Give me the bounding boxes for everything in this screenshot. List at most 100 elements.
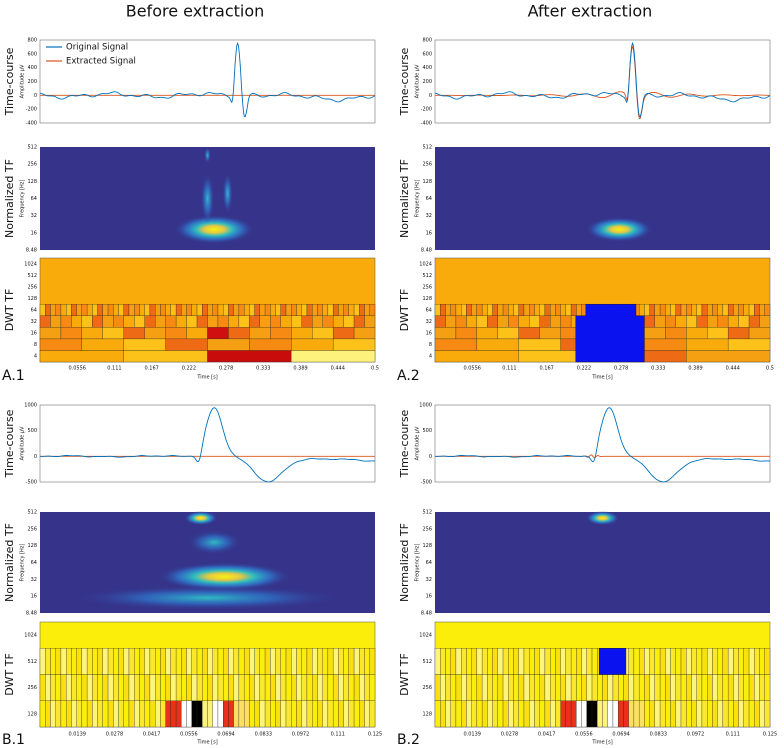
dwt-cell bbox=[228, 315, 240, 328]
dwt-cell bbox=[534, 648, 540, 675]
dwt-cell bbox=[296, 648, 302, 675]
dwt-cell bbox=[45, 674, 51, 701]
dwt-cell bbox=[707, 315, 718, 328]
y-tick-label: 400 bbox=[27, 65, 37, 71]
y-tick-label: -500 bbox=[421, 480, 432, 486]
dwt-cell bbox=[134, 700, 140, 728]
y-tick-label: 512 bbox=[422, 659, 432, 665]
dwt-cell bbox=[102, 648, 109, 675]
dwt-cell bbox=[523, 648, 530, 675]
dwt-cell bbox=[764, 700, 771, 728]
dwt-cell bbox=[66, 304, 72, 316]
dwt-cell bbox=[238, 315, 250, 328]
dwt-cell bbox=[76, 700, 83, 728]
x-tick-label: 0.0694 bbox=[217, 732, 235, 738]
dwt-cell bbox=[217, 674, 224, 701]
dwt-cell bbox=[513, 674, 519, 701]
dwt-cell bbox=[560, 315, 572, 328]
x-tick-label: 0.111 bbox=[726, 732, 740, 738]
x-tick-label: 0.0139 bbox=[68, 732, 86, 738]
tf-energy bbox=[585, 510, 620, 526]
dwt-cell bbox=[128, 648, 135, 675]
dwt-cell bbox=[764, 648, 771, 675]
dwt-cell bbox=[217, 304, 224, 316]
dwt-cell bbox=[497, 304, 504, 316]
dwt-cell bbox=[445, 304, 451, 316]
dwt-cell bbox=[348, 304, 355, 316]
dwt-cell bbox=[754, 700, 760, 728]
dwt-cell bbox=[196, 648, 203, 675]
axis-title: Frequency [Hz] bbox=[415, 180, 421, 218]
dwt-cell bbox=[97, 648, 103, 675]
dwt-cell bbox=[466, 304, 472, 316]
plot-frame bbox=[434, 39, 771, 124]
dwt-cell bbox=[565, 648, 572, 675]
dwt-cell bbox=[544, 700, 551, 728]
dwt-cell bbox=[249, 700, 255, 728]
dwt-cell bbox=[534, 674, 540, 701]
dwt-cell bbox=[696, 304, 703, 316]
dwt-cell bbox=[680, 700, 687, 728]
dwt-cell bbox=[76, 304, 83, 316]
dwt-cell bbox=[754, 304, 760, 316]
dwt-cell bbox=[332, 304, 339, 316]
dwt-cell bbox=[264, 304, 271, 316]
dwt-cell bbox=[570, 304, 577, 316]
dwt-cell bbox=[560, 304, 567, 316]
dwt-cell bbox=[39, 350, 124, 363]
dwt-cell bbox=[312, 327, 334, 340]
dwt-cell bbox=[296, 700, 302, 728]
dwt-cell bbox=[139, 304, 145, 316]
dwt-cell bbox=[359, 648, 365, 675]
dwt-cell bbox=[312, 648, 318, 675]
tf-energy bbox=[157, 562, 292, 591]
dwt-cell bbox=[717, 304, 724, 316]
dwt-cell bbox=[81, 315, 93, 328]
x-tick-label: 0.444 bbox=[726, 366, 740, 372]
dwt-cell bbox=[670, 648, 676, 675]
dwt-cell bbox=[343, 674, 349, 701]
dwt-cell bbox=[149, 674, 156, 701]
panel-label: B.1 bbox=[2, 732, 25, 748]
dwt-cell bbox=[612, 674, 619, 701]
dwt-cell bbox=[529, 700, 535, 728]
dwt-cell bbox=[50, 700, 56, 728]
dwt-cell bbox=[243, 304, 250, 316]
dwt-cell bbox=[228, 304, 234, 316]
dwt-cell bbox=[738, 700, 744, 728]
dwt-cell bbox=[445, 674, 451, 701]
dwt-cell bbox=[196, 674, 203, 701]
dwt-cell bbox=[502, 648, 509, 675]
dwt-cell bbox=[45, 700, 51, 728]
dwt-cell bbox=[518, 700, 525, 728]
dwt-cell bbox=[291, 315, 302, 328]
dwt-cell bbox=[492, 700, 498, 728]
dwt-cell bbox=[455, 700, 462, 728]
dwt-cell bbox=[665, 700, 671, 728]
dwt-cell bbox=[301, 700, 308, 728]
row-label: DWT TF bbox=[3, 289, 16, 332]
dwt-cell bbox=[565, 304, 572, 316]
tf-energy bbox=[204, 147, 211, 164]
dwt-cell bbox=[285, 304, 292, 316]
y-tick-label: -400 bbox=[26, 121, 37, 127]
dwt-cell bbox=[107, 674, 114, 701]
dwt-cell bbox=[675, 648, 682, 675]
dwt-cell bbox=[675, 674, 682, 701]
dwt-cell bbox=[748, 304, 755, 316]
dwt-cell bbox=[254, 700, 260, 728]
dwt-cell bbox=[518, 674, 525, 701]
dwt-cell bbox=[238, 304, 245, 316]
dwt-cell bbox=[748, 648, 755, 675]
x-tick-label: 0.389 bbox=[293, 366, 307, 372]
dwt-cell bbox=[170, 674, 177, 701]
dwt-cell bbox=[555, 304, 561, 316]
dwt-cell bbox=[291, 700, 297, 728]
dwt-cell bbox=[144, 327, 166, 340]
dwt-cell bbox=[60, 315, 72, 328]
dwt-cell bbox=[217, 315, 229, 328]
dwt-cell bbox=[332, 674, 339, 701]
dwt-cell bbox=[743, 674, 750, 701]
dwt-cell bbox=[76, 674, 83, 701]
